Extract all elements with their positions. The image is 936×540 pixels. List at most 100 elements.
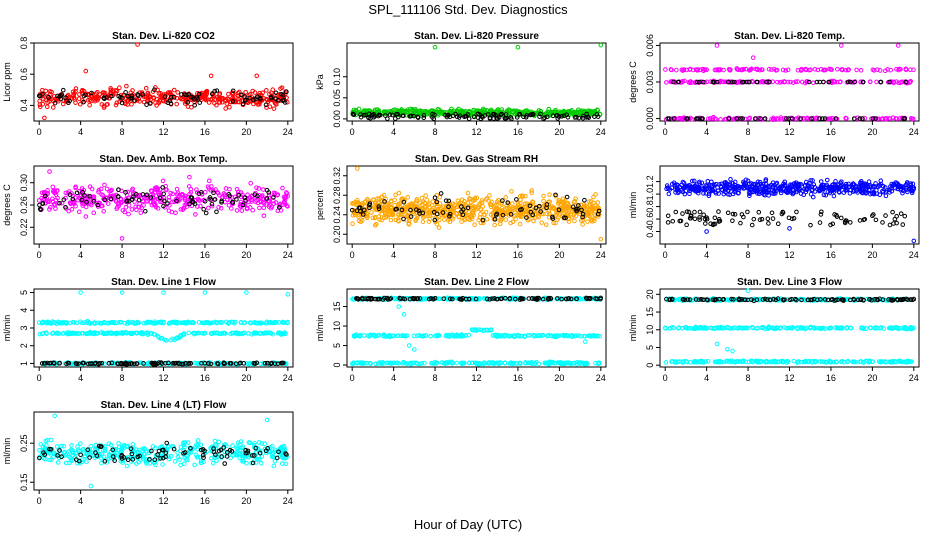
- data-point: [171, 87, 177, 93]
- data-point: [566, 219, 572, 224]
- data-point: [705, 116, 711, 122]
- data-point: [412, 347, 417, 352]
- data-point: [266, 330, 272, 335]
- data-point: [60, 320, 66, 325]
- data-point: [215, 190, 221, 196]
- data-point: [427, 216, 432, 222]
- data-point: [184, 92, 189, 98]
- data-point: [436, 332, 441, 338]
- y-tick-label: 10: [332, 321, 342, 331]
- data-point: [873, 217, 879, 223]
- data-point: [823, 185, 828, 191]
- data-point: [174, 186, 180, 192]
- data-point: [732, 116, 737, 122]
- data-point: [830, 221, 836, 227]
- x-tick-label: 24: [596, 127, 606, 137]
- data-point: [142, 208, 148, 214]
- x-tick-label: 4: [78, 250, 83, 260]
- data-point: [245, 331, 251, 336]
- data-point: [869, 116, 874, 121]
- data-point: [266, 192, 272, 198]
- data-point: [263, 330, 269, 335]
- data-point: [158, 94, 164, 100]
- data-point: [428, 333, 433, 339]
- data-point: [571, 199, 577, 205]
- data-point: [195, 330, 200, 336]
- data-point: [480, 217, 486, 223]
- data-point: [524, 113, 530, 118]
- data-point: [712, 215, 718, 221]
- data-point: [173, 319, 179, 325]
- data-point: [132, 98, 137, 103]
- data-point: [817, 116, 822, 121]
- data-point: [281, 360, 286, 366]
- data-point: [392, 116, 398, 121]
- data-point: [238, 360, 243, 366]
- data-point: [537, 114, 542, 119]
- data-point: [209, 96, 215, 102]
- x-tick-label: 0: [350, 373, 355, 383]
- data-point: [670, 218, 676, 224]
- data-point: [364, 360, 369, 366]
- data-point: [825, 189, 831, 195]
- y-tick-label: 0.8: [645, 200, 655, 213]
- data-point: [714, 43, 720, 48]
- data-point: [795, 79, 800, 84]
- data-point: [484, 327, 489, 333]
- data-point: [578, 333, 583, 339]
- data-point: [259, 199, 264, 205]
- data-point: [101, 105, 107, 110]
- data-point: [102, 182, 107, 188]
- data-point: [572, 218, 577, 224]
- data-point: [189, 320, 194, 326]
- data-point: [80, 87, 85, 93]
- data-point: [67, 98, 72, 104]
- data-point: [211, 190, 216, 196]
- data-point: [174, 198, 179, 204]
- data-point: [380, 297, 386, 302]
- data-point: [755, 182, 761, 187]
- panel-title: Stan. Dev. Gas Stream RH: [415, 154, 538, 165]
- x-tick-label: 4: [78, 127, 83, 137]
- data-point: [37, 104, 43, 110]
- data-point: [148, 188, 154, 193]
- x-tick-label: 8: [433, 127, 438, 137]
- data-point: [570, 204, 576, 210]
- data-point: [355, 296, 361, 301]
- data-point: [185, 100, 191, 105]
- y-tick-label: 5: [332, 343, 342, 348]
- data-point: [257, 320, 262, 326]
- data-point: [134, 320, 139, 326]
- data-point: [262, 360, 268, 366]
- data-point: [891, 79, 897, 85]
- data-point: [244, 206, 250, 212]
- data-point: [541, 198, 546, 204]
- data-point: [376, 112, 382, 118]
- data-point: [191, 96, 197, 102]
- data-point: [432, 195, 438, 200]
- data-point: [371, 197, 376, 203]
- data-point: [673, 209, 679, 215]
- data-point: [272, 361, 278, 367]
- y-tick-label: 0.22: [19, 219, 29, 237]
- y-axis-label: Licor ppm: [2, 62, 12, 102]
- data-point: [178, 334, 184, 339]
- data-point: [883, 213, 888, 218]
- data-point: [749, 187, 754, 192]
- data-point: [710, 116, 716, 121]
- data-point: [461, 360, 466, 366]
- data-point: [405, 194, 411, 200]
- data-point: [734, 116, 740, 121]
- data-point: [503, 217, 509, 222]
- data-point: [402, 333, 407, 339]
- data-point: [417, 296, 423, 301]
- data-point: [516, 333, 521, 338]
- data-point: [780, 209, 786, 215]
- data-point: [492, 296, 497, 301]
- data-point: [285, 204, 290, 209]
- data-point: [284, 99, 290, 105]
- data-point: [197, 100, 203, 105]
- data-point: [136, 204, 141, 210]
- data-point: [268, 94, 274, 100]
- data-point: [234, 197, 239, 202]
